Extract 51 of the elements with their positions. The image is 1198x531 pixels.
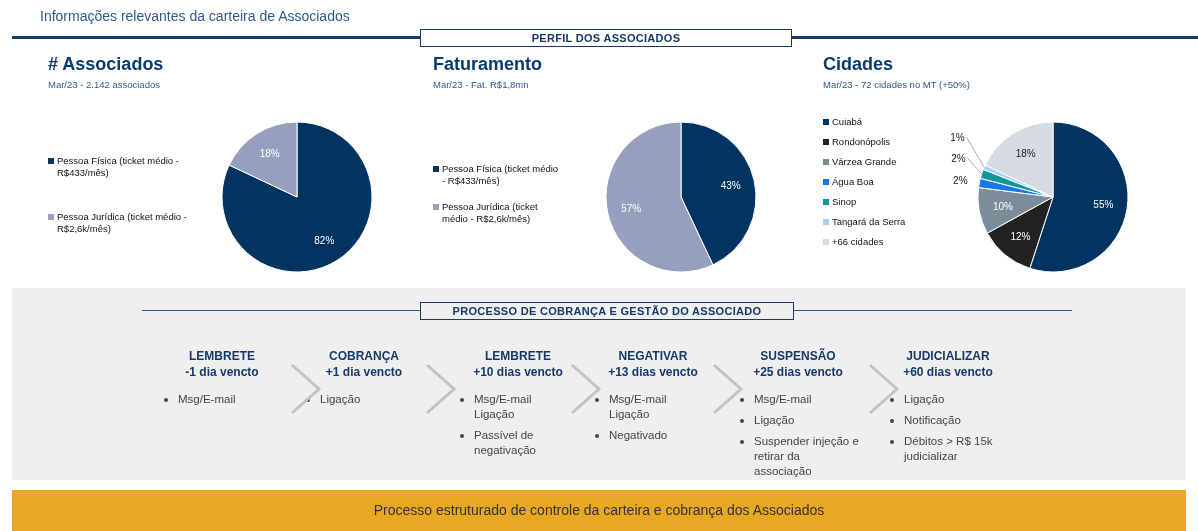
legend-label: Pessoa Física (ticket médio - R$433/mês) xyxy=(57,155,180,179)
text: PERFIL DOS ASSOCIADOS xyxy=(420,29,792,47)
text: Ligação xyxy=(904,393,945,405)
text: Passível de negativação xyxy=(474,429,537,456)
legend-label: Pessoa Física (ticket médio - R$433/mês) xyxy=(442,163,560,187)
data-label: 57% xyxy=(621,202,642,214)
data-label: 43% xyxy=(720,180,741,192)
chart-title: Cidades xyxy=(823,54,894,75)
text: Notificação xyxy=(904,414,961,426)
data-label: 18% xyxy=(259,148,280,160)
chart-subtitle: Mar/23 - Fat. R$1,8mn xyxy=(433,79,529,90)
text: Suspender injeção e retirar da associação xyxy=(754,435,859,477)
chart-title: # Associados xyxy=(48,54,164,75)
chart-subtitle: Mar/23 - 2.142 associados xyxy=(48,79,160,90)
category-label: JUDICIALIZAR +60 dias vencto xyxy=(902,348,994,380)
category-label: COBRANÇA +1 dia vencto xyxy=(324,348,404,380)
legend-label: Cuiabá xyxy=(832,116,863,128)
chart-title: Faturamento xyxy=(433,54,543,75)
data-label: 12% xyxy=(1010,230,1031,242)
legend-label: Pessoa Jurídica (ticket médio - R$2,6k/mês) xyxy=(442,201,539,225)
category-label: NEGATIVAR +13 dias vencto xyxy=(607,348,699,380)
data-label: 2% xyxy=(953,175,968,187)
text: Ligação xyxy=(754,414,795,426)
text: PROCESSO DE COBRANÇA E GESTÃO DO ASSOCIADO xyxy=(420,302,794,320)
data-label: 55% xyxy=(1093,199,1114,211)
text: Informações relevantes da carteira de Associados xyxy=(40,8,350,24)
legend-label: +66 cidades xyxy=(832,236,884,248)
chart-subtitle: Mar/23 - 72 cidades no MT (+50%) xyxy=(823,79,970,90)
data-label: 10% xyxy=(992,201,1014,213)
category-label: SUSPENSÃO +25 dias vencto xyxy=(752,348,844,380)
text: Msg/E-mail xyxy=(178,393,236,405)
data-label: 18% xyxy=(1015,148,1036,160)
legend-label: Sinop xyxy=(832,196,857,208)
text: Negativado xyxy=(609,429,668,441)
legend-label: Água Boa xyxy=(832,176,874,188)
text: Ligação xyxy=(320,393,361,405)
data-label: 82% xyxy=(314,234,335,246)
text: Msg/E-mail Ligação xyxy=(609,393,667,420)
text: Msg/E-mail xyxy=(754,393,812,405)
category-label: LEMBRETE +10 dias vencto xyxy=(472,348,564,380)
data-label: 2% xyxy=(951,152,966,164)
legend-label: Tangará da Serra xyxy=(832,216,906,228)
text: Processo estruturado de controle da carteira e cobrança dos Associados xyxy=(12,490,1186,531)
category-label: LEMBRETE -1 dia vencto xyxy=(184,348,260,380)
legend-label: Várzea Grande xyxy=(832,156,897,168)
data-label: 1% xyxy=(950,131,965,143)
legend-label: Pessoa Jurídica (ticket médio - R$2,6k/mês) xyxy=(57,211,188,235)
text: Débitos > R$ 15k judicializar xyxy=(904,435,993,462)
pie-slice xyxy=(221,121,373,273)
legend-label: Rondonópolis xyxy=(832,136,891,148)
text: Msg/E-mail Ligação xyxy=(474,393,532,420)
